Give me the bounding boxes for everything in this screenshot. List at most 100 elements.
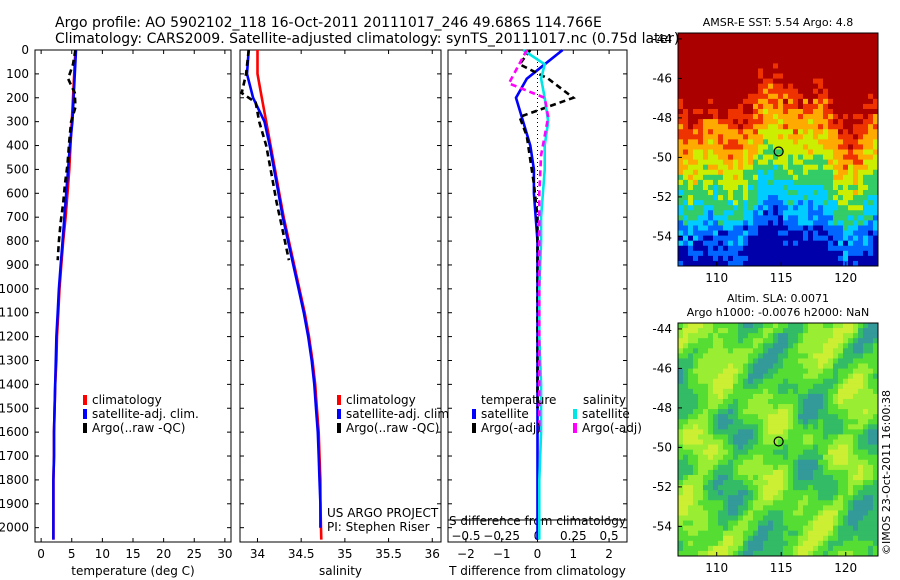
sst-map-cell <box>808 108 814 115</box>
sla-map-cell <box>693 368 699 375</box>
sla-map-cell <box>793 419 799 425</box>
sst-map-cell <box>808 124 814 130</box>
sst-map-cell <box>748 88 754 95</box>
sla-map-cell <box>733 409 739 415</box>
sst-map-cell <box>703 48 709 54</box>
temperature-profile-panel: 0100200300400500600700800900100011001200… <box>0 43 233 578</box>
sla-map-cell <box>713 388 719 395</box>
sst-map-cell <box>693 250 699 257</box>
sst-map-cell <box>868 103 874 110</box>
sla-map-cell <box>808 545 814 552</box>
sla-map-cell <box>853 530 859 537</box>
sst-map-cell <box>683 205 689 211</box>
sla-map-cell <box>838 424 844 430</box>
sst-map-cell <box>828 88 834 95</box>
sla-map-cell <box>808 449 814 456</box>
sla-map-cell <box>813 469 819 476</box>
temperature-legend-swatch <box>83 409 87 419</box>
sla-map-cell <box>813 525 819 532</box>
sla-map-cell <box>868 495 874 501</box>
sst-map-cell <box>678 93 684 100</box>
sst-map-cell <box>773 164 779 171</box>
sst-map-cell <box>763 134 769 140</box>
sst-map-cell <box>868 149 874 155</box>
sst-map-cell <box>813 154 819 161</box>
sst-map-cell <box>733 58 739 64</box>
sst-map-cell <box>723 48 729 54</box>
sla-map-cell <box>793 515 799 521</box>
sla-map-cell <box>698 378 704 385</box>
sla-map-cell <box>728 424 734 430</box>
sla-map-cell <box>798 383 804 390</box>
sla-map-cell <box>743 424 749 430</box>
sla-map-cell <box>798 510 804 516</box>
sla-map-cell <box>813 505 819 511</box>
sla-map-cell <box>758 338 764 344</box>
sla-map-cell <box>708 323 714 329</box>
sst-map-cell <box>843 250 849 257</box>
sla-map-cell <box>773 398 779 405</box>
sla-map-cell <box>723 480 729 486</box>
sst-map-cell <box>738 245 744 252</box>
sla-map-cell <box>728 520 734 527</box>
sst-map-cell <box>843 215 849 221</box>
sla-map-cell <box>783 505 789 511</box>
sla-map-cell <box>683 474 689 481</box>
sst-map-cell <box>768 205 774 211</box>
sst-map-cell <box>713 33 719 39</box>
sst-map-cell <box>778 88 784 95</box>
sst-map-cell <box>823 174 829 181</box>
sla-map-cell <box>678 439 684 445</box>
sst-map-cell <box>803 119 809 125</box>
sst-map-cell <box>778 38 784 44</box>
sla-map-cell <box>868 429 874 435</box>
sst-map-cell <box>733 63 739 69</box>
sst-map-cell <box>773 129 779 135</box>
sla-map-cell <box>753 404 759 410</box>
sla-map-cell <box>868 444 874 451</box>
sla-map-cell <box>853 505 859 511</box>
sst-map-cell <box>708 169 714 176</box>
sst-map-cell <box>803 38 809 44</box>
sla-map-cell <box>683 323 689 329</box>
sst-map-cell <box>703 68 709 74</box>
sla-map-cell <box>768 409 774 415</box>
sla-map-cell <box>698 520 704 527</box>
sla-map-cell <box>843 383 849 390</box>
sst-map-cell <box>698 230 704 237</box>
sst-map-cell <box>858 215 864 221</box>
sst-map-cell <box>803 235 809 242</box>
sla-map-cell <box>793 530 799 537</box>
sst-map-cell <box>718 169 724 176</box>
sla-map-cell <box>693 429 699 435</box>
sst-map-cell <box>783 98 789 105</box>
sst-map-cell <box>758 78 764 85</box>
sst-map-cell <box>833 255 839 262</box>
sla-map-cell <box>838 510 844 516</box>
sst-map-cell <box>838 169 844 176</box>
sst-map-cell <box>723 139 729 145</box>
difference-legend-swatch <box>472 423 476 433</box>
sst-map-cell <box>798 48 804 54</box>
sst-map-cell <box>818 149 824 155</box>
sla-map-cell <box>798 480 804 486</box>
sla-map-cell <box>738 545 744 552</box>
sla-map-cell <box>753 398 759 405</box>
sst-map-cell <box>783 139 789 145</box>
sst-map-cell <box>678 43 684 49</box>
sst-map-cell <box>743 215 749 221</box>
sla-map-cell <box>753 515 759 521</box>
sst-map-cell <box>703 103 709 110</box>
sst-map-cell <box>773 63 779 69</box>
sst-map-cell <box>853 210 859 216</box>
sla-map-cell <box>858 490 864 496</box>
sla-map-cell <box>683 550 689 557</box>
sla-map-cell <box>838 474 844 481</box>
sst-map-cell <box>743 38 749 44</box>
sla-map-cell <box>818 333 824 339</box>
sst-map-cell <box>768 33 774 39</box>
sla-map-cell <box>798 495 804 501</box>
sst-map-cell <box>868 93 874 100</box>
sst-map-cell <box>773 93 779 100</box>
sst-map-cell <box>693 53 699 59</box>
